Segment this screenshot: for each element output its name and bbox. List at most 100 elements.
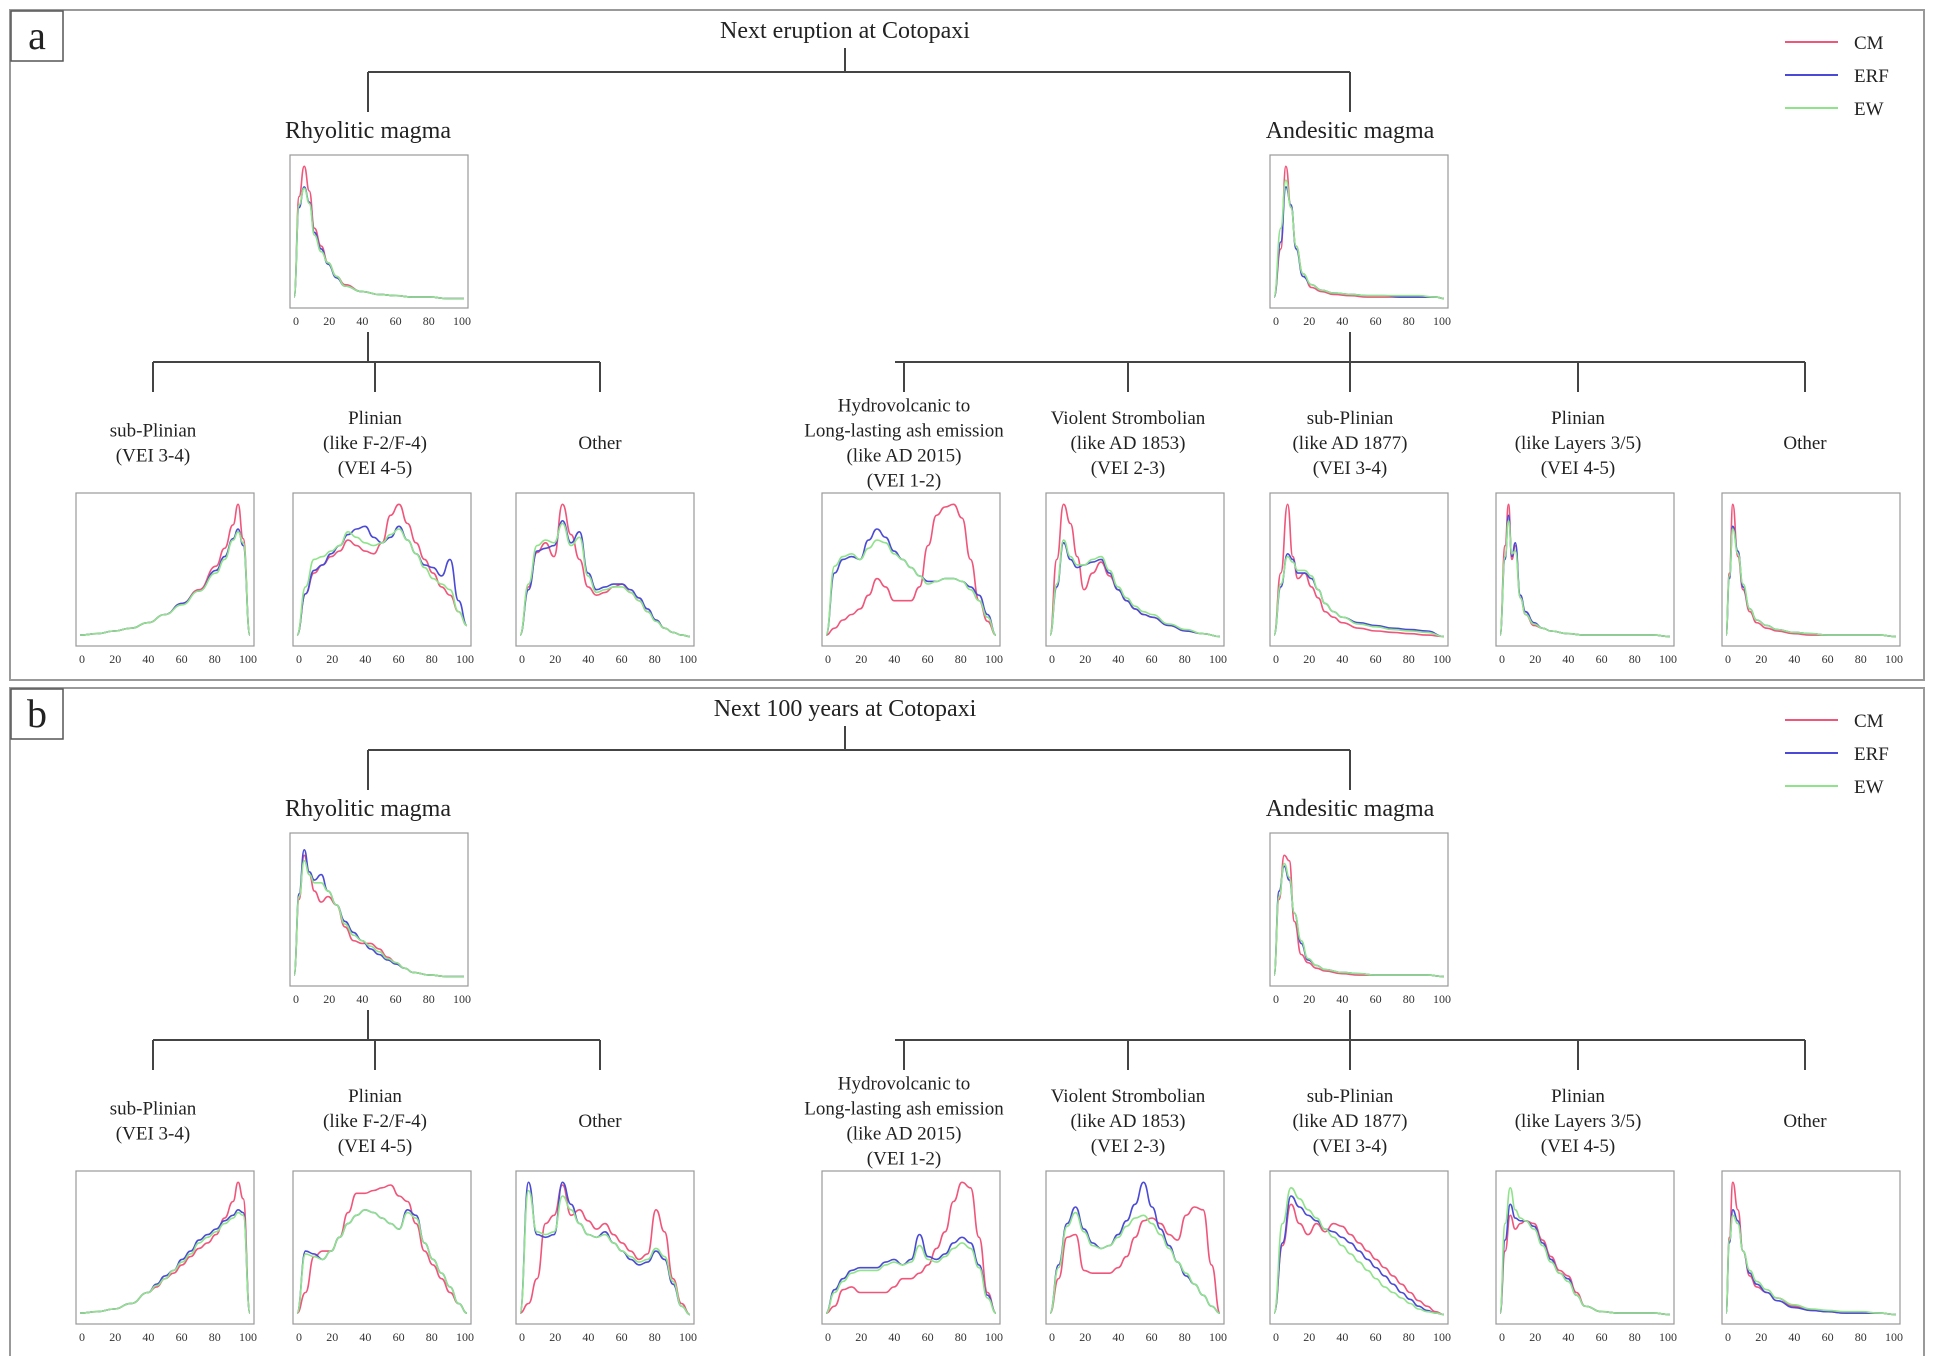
- eruption-style-label: (like AD 2015): [846, 1124, 961, 1145]
- x-tick-label: 60: [1370, 652, 1382, 666]
- x-tick-label: 100: [985, 1330, 1003, 1344]
- eruption-style-label: Other: [1783, 1111, 1827, 1132]
- chart-frame: [1045, 1170, 1225, 1325]
- eruption-style-label: (VEI 4-5): [338, 1136, 412, 1157]
- chart-frame: [1269, 154, 1449, 309]
- mini-chart-13: 0 20 40 60 80 100: [515, 1170, 697, 1344]
- chart-frame: [289, 154, 469, 309]
- eruption-style-label: (VEI 4-5): [1541, 458, 1615, 479]
- x-tick-label: 100: [456, 1330, 474, 1344]
- x-tick-label: 0: [1725, 652, 1731, 666]
- x-tick-label: 0: [1273, 992, 1279, 1006]
- mini-chart-2: 0 20 40 60 80 100: [292, 492, 474, 666]
- x-tick-label: 40: [888, 652, 900, 666]
- x-tick-label: 60: [393, 1330, 405, 1344]
- series-line-ew: [1499, 519, 1671, 638]
- x-tick-label: 20: [855, 1330, 867, 1344]
- chart-frame: [1721, 492, 1901, 647]
- x-tick-label: 40: [356, 992, 368, 1006]
- panel-frame: [9, 687, 1925, 1356]
- x-tick-label: 60: [1596, 1330, 1608, 1344]
- magma-label: Rhyolitic magma: [285, 796, 451, 822]
- mini-chart-16: 0 20 40 60 80 100: [1045, 1170, 1227, 1344]
- mini-chart-4: 0 20 40 60 80 100: [1269, 154, 1451, 328]
- x-tick-label: 80: [1403, 1330, 1415, 1344]
- x-tick-label: 20: [323, 992, 335, 1006]
- x-tick-label: 0: [1273, 314, 1279, 328]
- eruption-style-label: (VEI 1-2): [867, 471, 941, 492]
- x-tick-label: 100: [1433, 314, 1451, 328]
- eruption-style-label: (like AD 1877): [1292, 1111, 1407, 1132]
- x-tick-label: 100: [453, 992, 471, 1006]
- mini-chart-6: 0 20 40 60 80 100: [1045, 492, 1227, 666]
- series-line-cm: [1273, 1203, 1445, 1316]
- x-tick-label: 80: [1179, 652, 1191, 666]
- x-tick-label: 0: [296, 1330, 302, 1344]
- eruption-style-label: (like AD 1877): [1292, 433, 1407, 454]
- eruption-style-label: Long-lasting ash emission: [804, 421, 1004, 442]
- series-line-ew: [1725, 1214, 1897, 1316]
- x-tick-label: 0: [519, 652, 525, 666]
- eruption-style-label: (like Layers 3/5): [1515, 1111, 1642, 1132]
- chart-frame: [1495, 492, 1675, 647]
- x-tick-label: 100: [1433, 1330, 1451, 1344]
- x-tick-label: 20: [549, 1330, 561, 1344]
- x-tick-label: 100: [1659, 652, 1677, 666]
- x-tick-label: 40: [1788, 652, 1800, 666]
- x-tick-label: 40: [1112, 652, 1124, 666]
- series-line-ew: [1725, 528, 1897, 638]
- x-tick-label: 0: [1049, 652, 1055, 666]
- mini-chart-17: 0 20 40 60 80 100: [1269, 1170, 1451, 1344]
- x-tick-label: 20: [1755, 1330, 1767, 1344]
- chart-frame: [1045, 492, 1225, 647]
- series-line-erf: [519, 1181, 691, 1316]
- eruption-style-label: sub-Plinian: [110, 1099, 197, 1120]
- x-tick-label: 0: [293, 314, 299, 328]
- x-tick-label: 0: [79, 652, 85, 666]
- eruption-style-label: (VEI 3-4): [1313, 1136, 1387, 1157]
- x-tick-label: 0: [79, 1330, 85, 1344]
- series-line-ew: [79, 530, 251, 636]
- series-line-ew: [1273, 1186, 1445, 1316]
- x-tick-label: 60: [1370, 314, 1382, 328]
- magma-label: Andesitic magma: [1266, 796, 1435, 822]
- eruption-style-label: Plinian: [1551, 1086, 1605, 1107]
- panel-letter: b: [27, 691, 47, 736]
- eruption-style-label: (like AD 1853): [1070, 1111, 1185, 1132]
- x-tick-label: 40: [142, 652, 154, 666]
- x-tick-label: 60: [616, 652, 628, 666]
- x-tick-label: 80: [1855, 1330, 1867, 1344]
- x-tick-label: 20: [326, 1330, 338, 1344]
- series-line-erf: [1273, 1195, 1445, 1316]
- chart-frame: [1269, 492, 1449, 647]
- series-line-cm: [1049, 1206, 1221, 1314]
- magma-label: Rhyolitic magma: [285, 118, 451, 144]
- x-tick-label: 40: [888, 1330, 900, 1344]
- x-tick-label: 80: [423, 314, 435, 328]
- eruption-style-label: (VEI 3-4): [116, 1124, 190, 1145]
- legend-label: ERF: [1854, 744, 1889, 765]
- mini-chart-15: 0 20 40 60 80 100: [821, 1170, 1003, 1344]
- x-tick-label: 80: [1629, 1330, 1641, 1344]
- x-tick-label: 0: [1499, 652, 1505, 666]
- magma-label: Andesitic magma: [1266, 118, 1435, 144]
- x-tick-label: 20: [1079, 652, 1091, 666]
- series-line-ew: [519, 1189, 691, 1316]
- eruption-style-label: Plinian: [348, 408, 402, 429]
- mini-chart-1: 0 20 40 60 80 100: [75, 492, 257, 666]
- chart-frame: [821, 1170, 1001, 1325]
- eruption-style-label: Other: [578, 1111, 622, 1132]
- chart-frame: [75, 492, 255, 647]
- x-tick-label: 100: [1433, 652, 1451, 666]
- panel-letter-box: [10, 688, 64, 740]
- x-tick-label: 0: [825, 652, 831, 666]
- x-tick-label: 80: [1855, 652, 1867, 666]
- x-tick-label: 100: [1209, 652, 1227, 666]
- eruption-style-label: Plinian: [348, 1086, 402, 1107]
- series-line-cm: [296, 1184, 468, 1314]
- x-tick-label: 40: [359, 1330, 371, 1344]
- chart-frame: [1721, 1170, 1901, 1325]
- x-tick-label: 20: [549, 652, 561, 666]
- chart-frame: [75, 1170, 255, 1325]
